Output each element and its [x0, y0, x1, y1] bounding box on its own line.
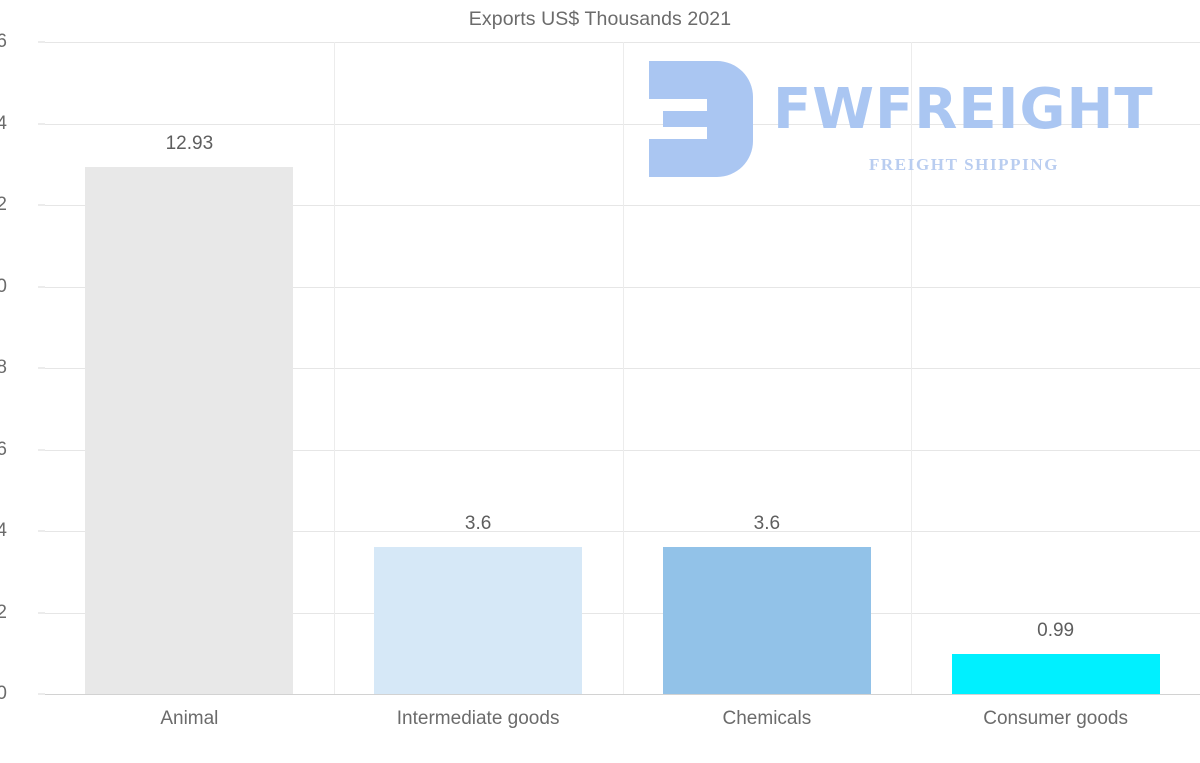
category-separator — [622, 42, 624, 694]
y-axis-tick-mark — [38, 367, 45, 369]
y-axis-tick-label: 8 — [0, 357, 7, 378]
gridline — [45, 694, 1200, 695]
y-axis-tick-label: 2 — [0, 601, 7, 623]
chart-title: Exports US$ Thousands 2021 — [468, 8, 732, 30]
bar-value-label: 3.6 — [753, 513, 781, 535]
y-axis-tick-mark — [38, 286, 45, 287]
y-axis-tick-mark — [38, 449, 45, 450]
bar-value-label: 12.93 — [165, 133, 214, 155]
y-axis-tick-label: 16 — [0, 31, 7, 52]
x-axis-tick-label: Animal — [160, 708, 219, 729]
category-separator — [911, 42, 913, 694]
bar[interactable] — [85, 167, 294, 694]
y-axis-tick-mark — [38, 123, 45, 124]
y-axis-tick-label: 4 — [0, 520, 7, 541]
y-axis-tick-mark — [38, 530, 45, 532]
x-axis-tick-label: Chemicals — [722, 708, 812, 729]
bar-value-label: 0.99 — [1037, 619, 1075, 641]
plot-area — [45, 42, 1200, 695]
y-axis-tick-mark — [38, 693, 45, 695]
y-axis-tick-mark — [38, 612, 45, 613]
x-axis-tick-label: Intermediate goods — [396, 708, 560, 729]
y-axis-tick-label: 6 — [0, 438, 7, 460]
y-axis-tick-label: 0 — [0, 683, 7, 704]
y-axis-tick-mark — [38, 41, 45, 43]
category-separator — [333, 42, 335, 694]
bar[interactable] — [662, 547, 871, 694]
x-axis-tick-label: Consumer goods — [983, 708, 1128, 729]
bar-value-label: 3.6 — [464, 513, 492, 535]
bar[interactable] — [374, 547, 583, 694]
y-axis-tick-label: 10 — [0, 275, 7, 297]
y-axis-tick-label: 14 — [0, 112, 7, 134]
y-axis-tick-mark — [38, 204, 45, 206]
y-axis-tick-label: 12 — [0, 194, 7, 215]
bar[interactable] — [951, 653, 1160, 694]
